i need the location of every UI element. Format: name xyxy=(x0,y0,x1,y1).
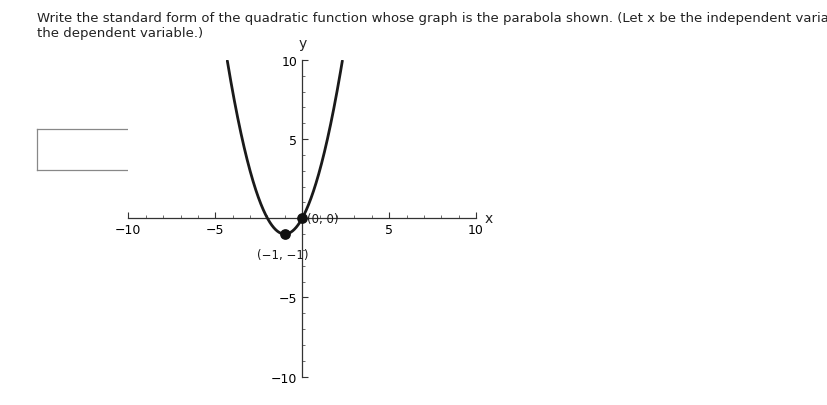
Text: Write the standard form of the quadratic function whose graph is the parabola sh: Write the standard form of the quadratic… xyxy=(37,12,827,40)
Point xyxy=(295,215,308,222)
Point xyxy=(278,231,291,238)
Text: x: x xyxy=(484,212,492,226)
Text: y: y xyxy=(298,37,306,51)
Text: (−1, −1): (−1, −1) xyxy=(257,248,308,261)
Text: (0, 0): (0, 0) xyxy=(306,212,337,225)
